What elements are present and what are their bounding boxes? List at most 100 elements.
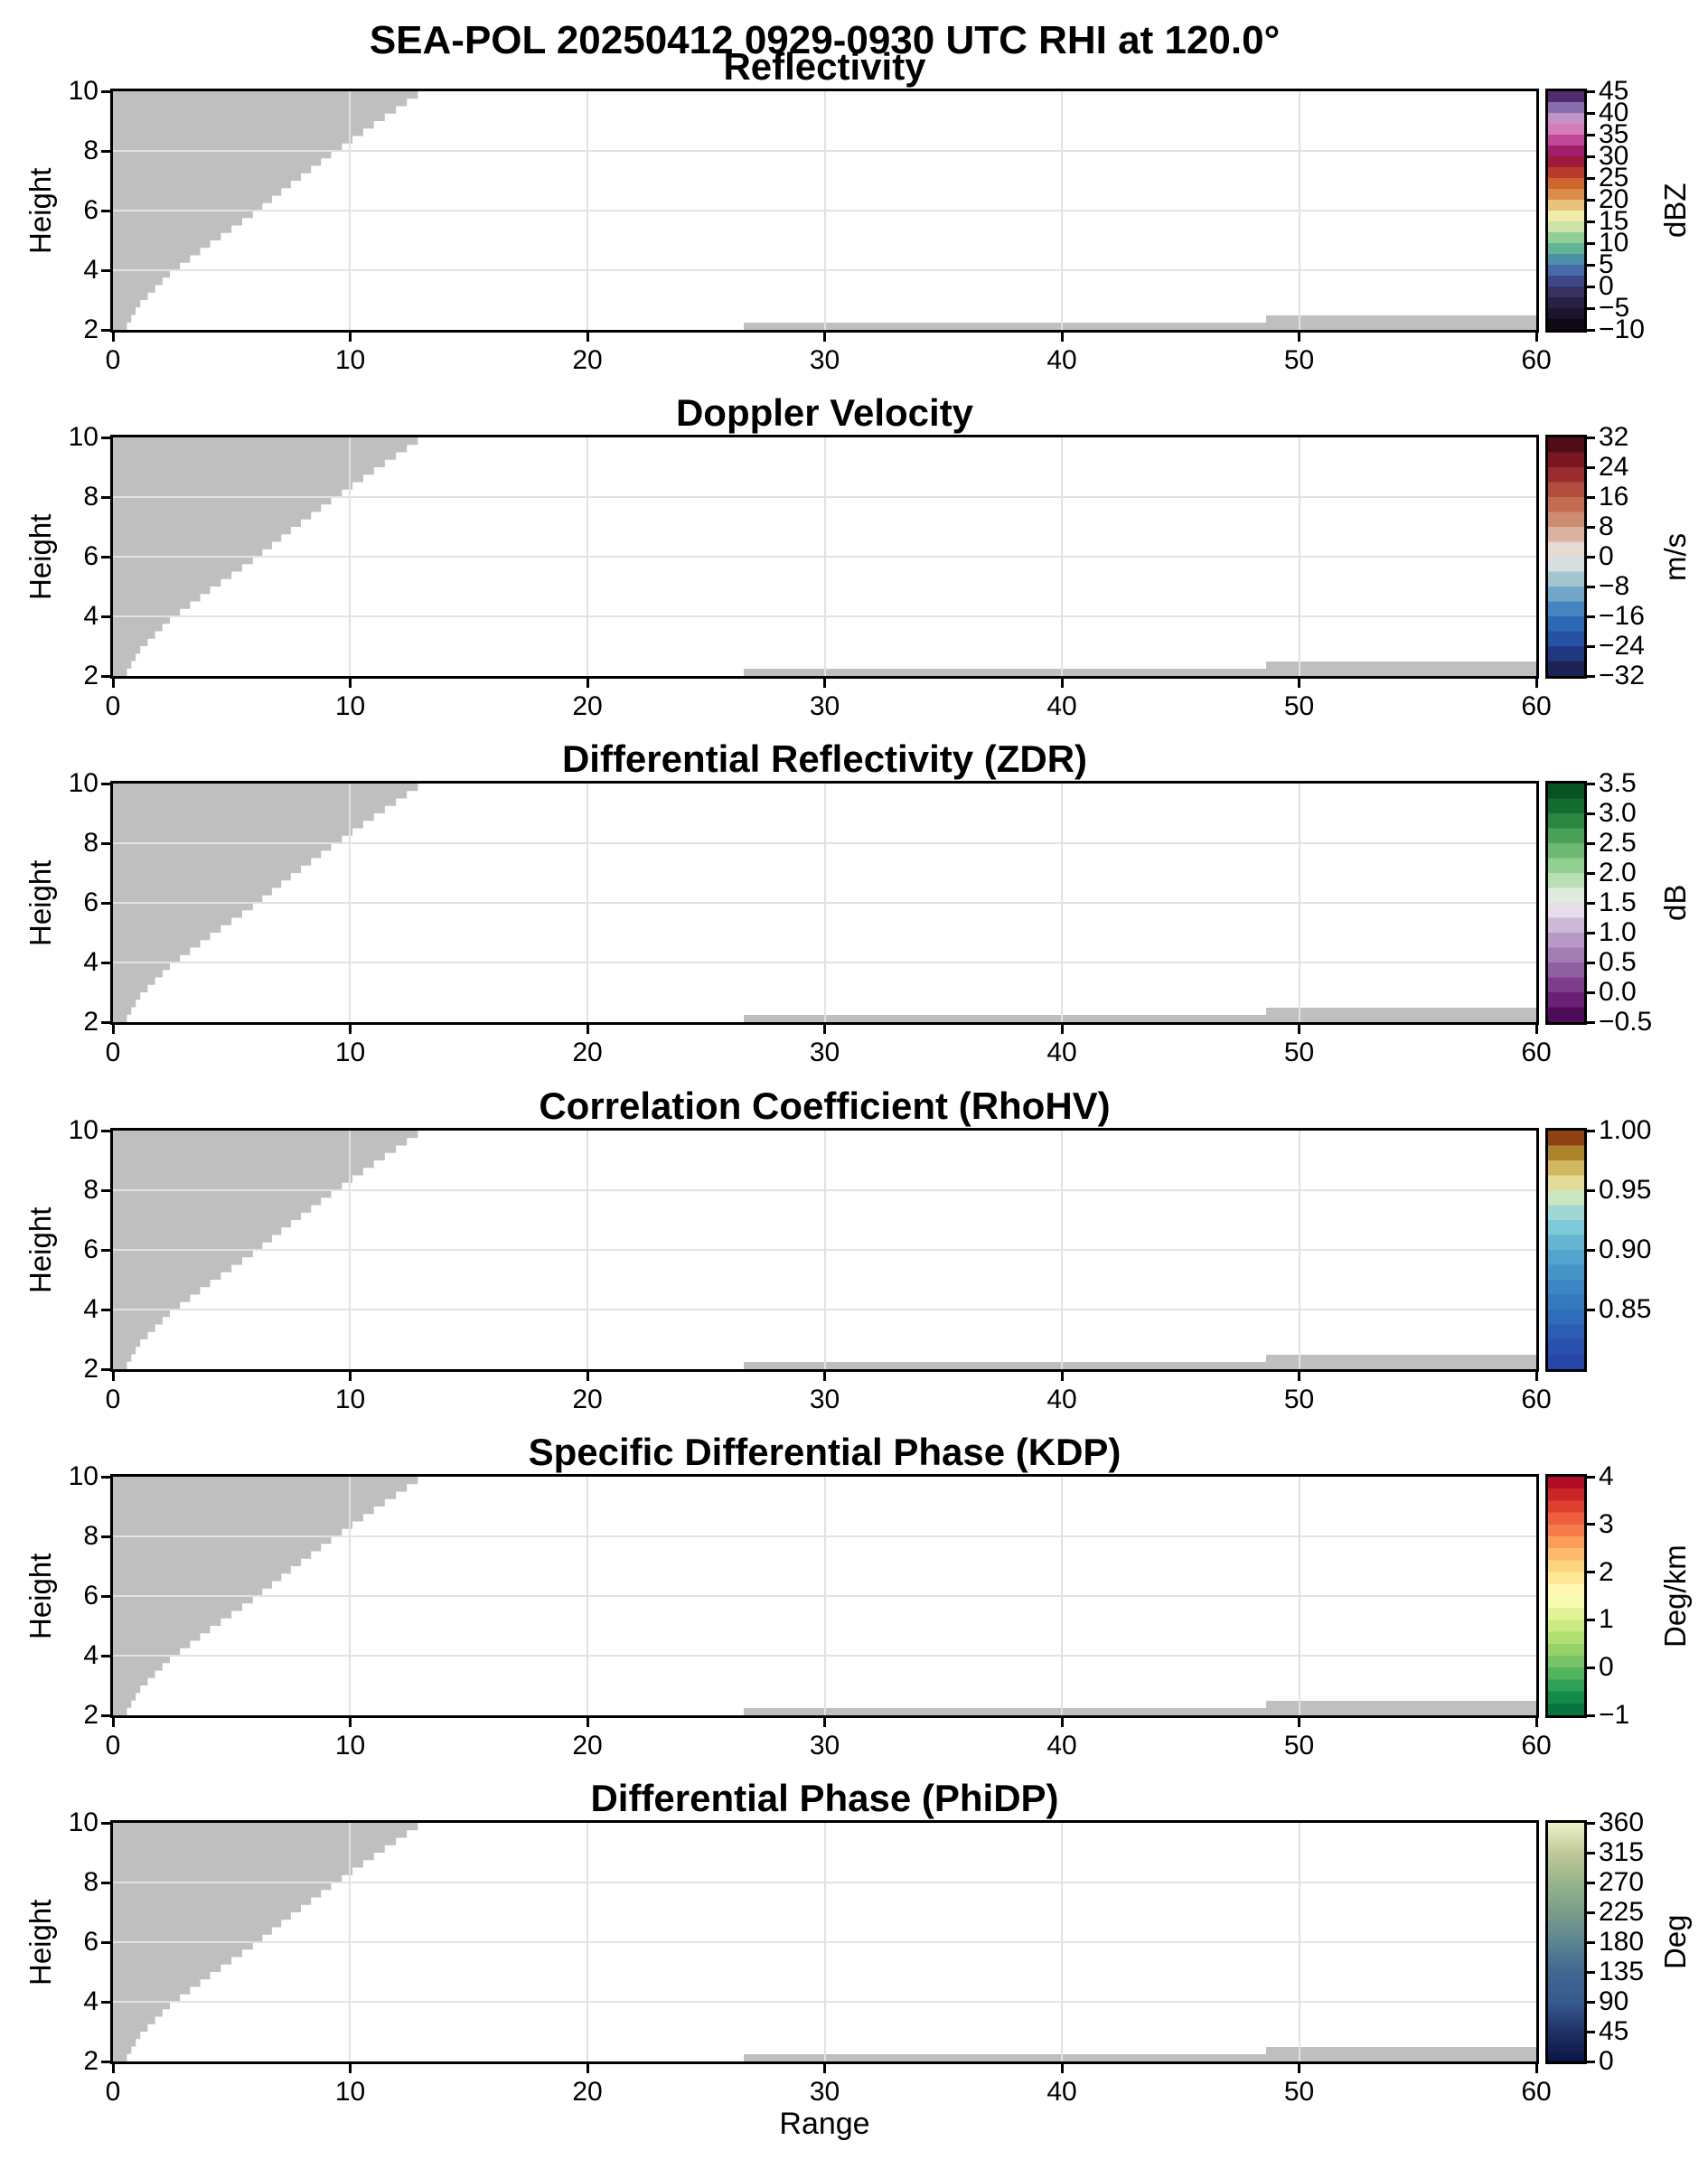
x-tick-label: 50: [1283, 1731, 1315, 1761]
grid-line-y-8: [113, 1189, 1536, 1191]
x-tick-label: 0: [105, 1038, 121, 1067]
colorbar-tick-label: 90: [1599, 1986, 1629, 2016]
x-tick-label: 20: [572, 345, 603, 375]
x-tick-label: 60: [1521, 345, 1552, 375]
y-axis-label: Height: [23, 1207, 57, 1293]
colorbar-tick: [1587, 89, 1595, 93]
grid-line-y-8: [113, 842, 1536, 844]
colorbar-tick-label: 225: [1599, 1897, 1645, 1927]
x-tick: [1298, 679, 1300, 688]
y-tick-label: 4: [83, 947, 99, 977]
x-tick: [1060, 333, 1064, 342]
colorbar-tick: [1587, 615, 1595, 618]
no-data-strip: [744, 2053, 1536, 2061]
no-data-strip: [1265, 2046, 1536, 2061]
grid-line-y-6: [113, 1595, 1536, 1597]
colorbar-tick: [1587, 644, 1595, 648]
grid-line-y-8: [113, 496, 1536, 498]
colorbar-tick-label: 2.5: [1599, 828, 1637, 858]
no-data-strip: [1265, 1354, 1536, 1369]
colorbar-tick-label: 0: [1599, 271, 1614, 301]
colorbar-unit-label: Deg: [1658, 1914, 1692, 1970]
x-tick: [586, 2064, 589, 2073]
y-tick-label: 10: [68, 76, 99, 106]
colorbar-tick-label: 30: [1599, 141, 1629, 171]
no-data-strip: [744, 1707, 1536, 1715]
colorbar-doppler-velocity: [1545, 435, 1587, 679]
x-tick: [111, 2064, 115, 2073]
x-tick: [111, 333, 115, 342]
grid-line-y-6: [113, 1941, 1536, 1943]
x-tick: [349, 1372, 352, 1381]
colorbar-tick-label: 180: [1599, 1927, 1645, 1957]
y-tick: [101, 149, 110, 153]
x-tick-label: 50: [1283, 1038, 1315, 1067]
y-tick-label: 8: [83, 1521, 99, 1551]
x-tick: [823, 1718, 826, 1727]
y-tick: [101, 615, 110, 618]
colorbar-tick: [1587, 1911, 1595, 1914]
y-tick-label: 6: [83, 1235, 99, 1264]
y-tick-label: 8: [83, 828, 99, 858]
x-tick-label: 30: [809, 691, 840, 721]
colorbar-tick: [1587, 241, 1595, 245]
no-data-strip: [1265, 315, 1536, 330]
plot-area-rhohv: [110, 1128, 1539, 1372]
x-tick: [1060, 1372, 1064, 1381]
colorbar-tick: [1587, 841, 1595, 845]
colorbar-tick: [1587, 1248, 1595, 1252]
x-tick: [1298, 2064, 1300, 2073]
x-tick: [111, 1025, 115, 1034]
x-tick-label: 60: [1521, 1385, 1552, 1414]
colorbar-tick: [1587, 328, 1595, 332]
y-tick: [101, 268, 110, 272]
x-tick: [111, 1372, 115, 1381]
colorbar-tick-label: 1.00: [1599, 1115, 1652, 1145]
colorbar-tick: [1587, 961, 1595, 964]
grid-line-y-8: [113, 1535, 1536, 1537]
y-axis-label: Height: [23, 167, 57, 254]
no-data-strip: [744, 322, 1536, 330]
colorbar-tick-label: 360: [1599, 1808, 1645, 1837]
y-tick: [101, 782, 110, 785]
y-tick: [101, 1188, 110, 1192]
x-tick-label: 0: [105, 1385, 121, 1414]
x-tick-label: 30: [809, 345, 840, 375]
colorbar-tick: [1587, 1851, 1595, 1854]
x-tick: [349, 679, 352, 688]
y-tick: [101, 1367, 110, 1371]
x-tick: [1534, 679, 1538, 688]
y-tick: [101, 2000, 110, 2004]
y-tick-label: 6: [83, 1581, 99, 1610]
colorbar-tick-label: −10: [1599, 315, 1645, 344]
x-tick-label: 40: [1046, 2077, 1077, 2107]
colorbar-tick-label: 8: [1599, 512, 1614, 541]
y-tick: [101, 2060, 110, 2063]
colorbar-tick: [1587, 1881, 1595, 1884]
x-tick: [586, 333, 589, 342]
colorbar-tick-label: 0: [1599, 1652, 1614, 1683]
x-tick-label: 20: [572, 1038, 603, 1067]
x-tick: [349, 2064, 352, 2073]
no-data-strip: [744, 668, 1536, 676]
colorbar-tick: [1587, 812, 1595, 815]
colorbar-tick: [1587, 871, 1595, 875]
y-tick-label: 10: [68, 1115, 99, 1145]
y-tick-label: 8: [83, 482, 99, 512]
y-tick-label: 2: [83, 1354, 99, 1384]
no-data-strip: [1265, 661, 1536, 676]
x-tick-label: 40: [1046, 1385, 1077, 1414]
y-tick: [101, 1881, 110, 1884]
x-tick-label: 30: [809, 1731, 840, 1761]
colorbar-tick: [1587, 1308, 1595, 1311]
x-tick-label: 10: [334, 2077, 366, 2107]
x-tick: [586, 1718, 589, 1727]
panel-title-kdp: Specific Differential Phase (KDP): [528, 1431, 1121, 1473]
x-tick-label: 0: [105, 691, 121, 721]
colorbar-tick: [1587, 901, 1595, 905]
x-tick: [823, 2064, 826, 2073]
grid-line-y-4: [113, 615, 1536, 617]
colorbar-tick: [1587, 133, 1595, 136]
colorbar-tick-label: 1.5: [1599, 887, 1637, 917]
x-tick-label: 10: [334, 691, 366, 721]
